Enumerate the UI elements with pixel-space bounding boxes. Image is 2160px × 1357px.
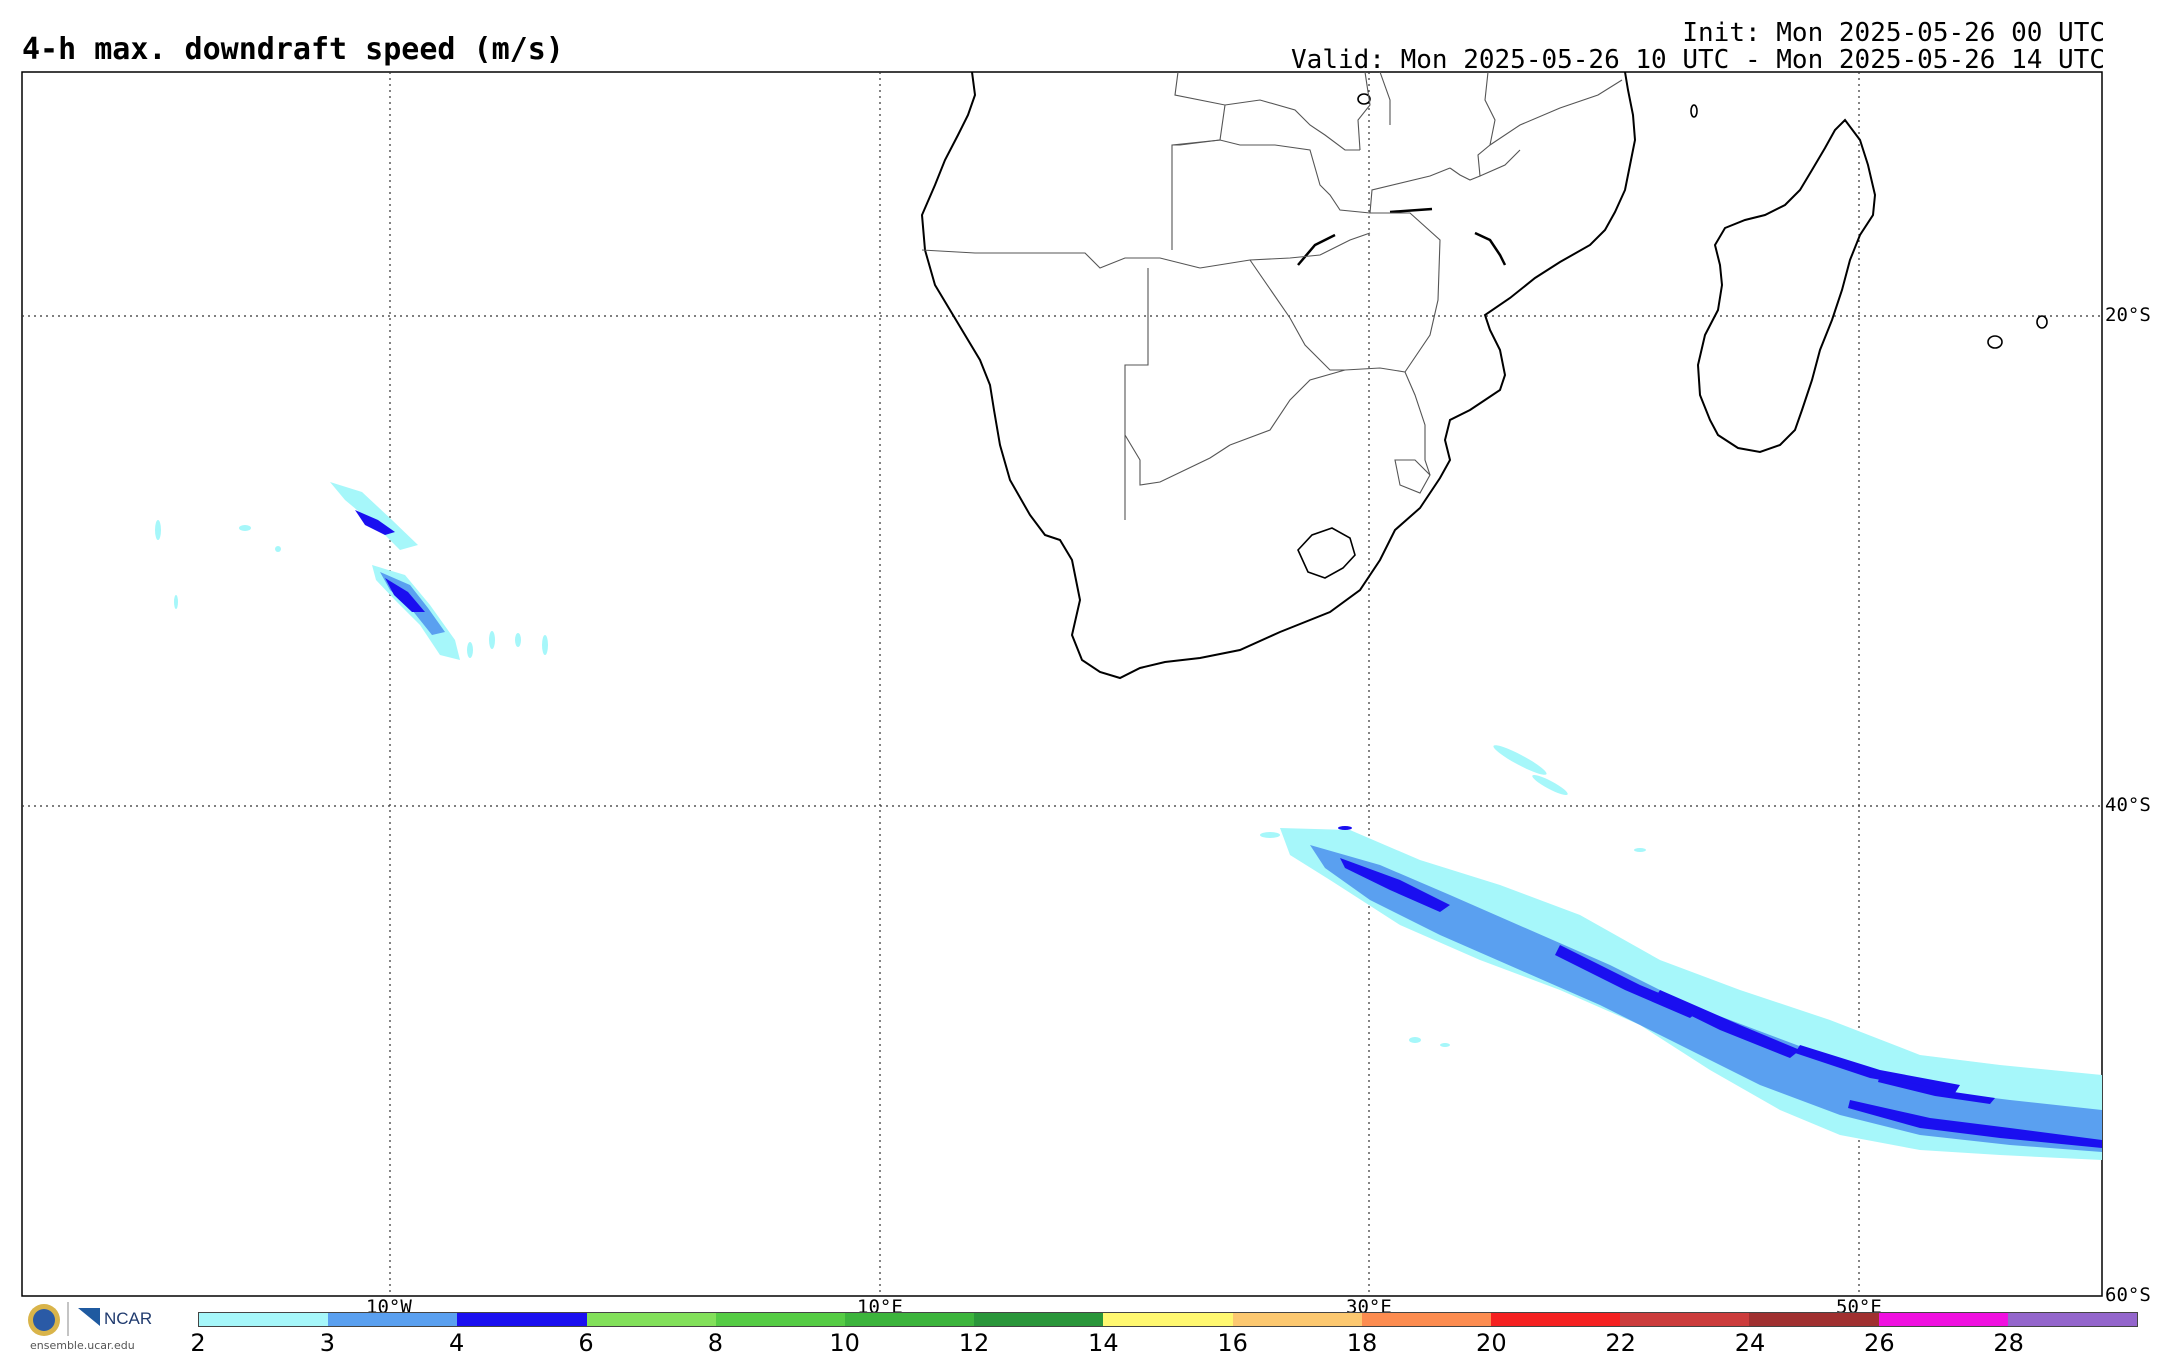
colorbar-segment: [845, 1313, 975, 1326]
colorbar-segment: [328, 1313, 458, 1326]
lat-label-40s: 40°S: [2105, 794, 2151, 816]
colorbar-tick-label: 12: [958, 1329, 990, 1357]
map-frame: [21, 71, 2103, 1297]
colorbar-segment: [715, 1313, 846, 1326]
colorbar-segment: [2007, 1313, 2138, 1326]
africa-coastline: [920, 71, 1637, 680]
colorbar-tick-label: 6: [578, 1329, 594, 1357]
colorbar-tick-label: 8: [707, 1329, 723, 1357]
colorbar-tick-label: 18: [1346, 1329, 1378, 1357]
colorbar-tick-label: 24: [1734, 1329, 1766, 1357]
colorbar-segment: [1491, 1313, 1621, 1326]
downdraft-field-south-atlantic: [155, 482, 548, 660]
logo-url: ensemble.ucar.edu: [30, 1339, 135, 1352]
country-borders: [921, 71, 1623, 520]
colorbar-segment: [1103, 1313, 1233, 1326]
colorbar-tick-label: 14: [1088, 1329, 1119, 1357]
valid-time: Valid: Mon 2025-05-26 10 UTC - Mon 2025-…: [1291, 45, 2105, 75]
colorbar-tick-label: 10: [829, 1329, 860, 1357]
colorbar-tick-label: 2: [190, 1329, 206, 1357]
colorbar-tick-label: 28: [1993, 1329, 2024, 1357]
downdraft-field-southern-ocean: [1260, 745, 2102, 1160]
nsf-logo: [28, 1302, 100, 1336]
map-title: 4-h max. downdraft speed (m/s): [22, 32, 564, 67]
madagascar-outline: [1696, 118, 1877, 454]
lesotho-outline: [1297, 527, 1356, 579]
lakes: [1297, 207, 1507, 266]
time-info: Init: Mon 2025-05-26 00 UTC Valid: Mon 2…: [1291, 20, 2105, 74]
colorbar-segment: [457, 1313, 587, 1326]
lat-label-20s: 20°S: [2105, 304, 2151, 326]
ncar-logo-text: NCAR: [104, 1309, 153, 1328]
colorbar-tick-label: 20: [1476, 1329, 1507, 1357]
colorbar-segment: [1620, 1313, 1750, 1326]
colorbar-tick-label: 22: [1605, 1329, 1636, 1357]
colorbar-segment: [586, 1313, 716, 1326]
colorbar-segment: [1749, 1313, 1879, 1326]
colorbar-segment: [1232, 1313, 1362, 1326]
colorbar: [198, 1312, 2138, 1327]
init-time: Init: Mon 2025-05-26 00 UTC: [1682, 18, 2105, 48]
colorbar-segment: [1878, 1313, 2008, 1326]
colorbar-tick-label: 26: [1864, 1329, 1895, 1357]
lat-label-60s: 60°S: [2105, 1284, 2151, 1306]
colorbar-tick-label: 4: [449, 1329, 465, 1357]
colorbar-segment: [1361, 1313, 1492, 1326]
colorbar-segment: [974, 1313, 1104, 1326]
colorbar-tick-label: 16: [1217, 1329, 1248, 1357]
small-islands: [1357, 93, 2048, 349]
colorbar-segment: [199, 1313, 329, 1326]
colorbar-tick-label: 3: [319, 1329, 335, 1357]
